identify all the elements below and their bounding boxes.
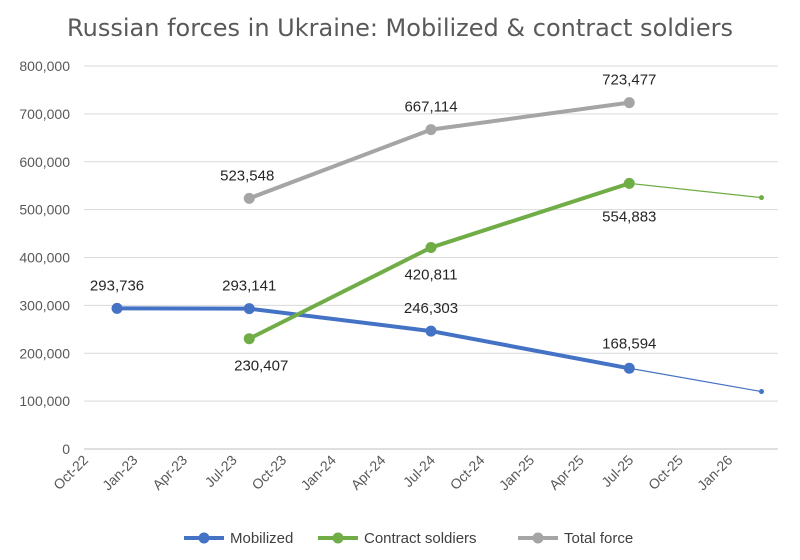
legend-label: Total force — [564, 530, 633, 547]
contract-soldiers-projection-line — [629, 182, 762, 199]
mobilized-point — [243, 303, 255, 315]
x-tick-label: Apr-23 — [149, 452, 190, 493]
y-tick-label: 300,000 — [19, 297, 70, 313]
legend-swatch-marker — [332, 532, 344, 544]
mobilized-data-label: 246,303 — [404, 300, 458, 317]
x-tick-label: Jan-25 — [496, 452, 538, 494]
mobilized-line — [115, 306, 632, 371]
contract-soldiers-projection-point — [758, 195, 764, 201]
contract-soldiers-data-label: 230,407 — [234, 358, 288, 375]
y-tick-label: 700,000 — [19, 106, 70, 122]
contract-soldiers-point — [623, 177, 635, 189]
mobilized-data-label: 293,141 — [222, 278, 276, 295]
total-force-data-label: 523,548 — [220, 167, 274, 184]
y-tick-label: 0 — [62, 441, 70, 457]
total-force-data-label: 667,114 — [404, 99, 457, 116]
total-force-point — [623, 97, 635, 109]
contract-soldiers-data-label: 554,883 — [602, 208, 656, 225]
x-tick-label: Oct-24 — [447, 452, 488, 493]
y-tick-label: 500,000 — [19, 202, 70, 218]
mobilized-projection-point — [758, 389, 764, 395]
legend-swatch-marker — [532, 532, 544, 544]
x-tick-label: Jan-24 — [297, 452, 339, 494]
legend-label: Contract soldiers — [364, 530, 477, 547]
x-tick-label: Jul-25 — [598, 452, 636, 490]
y-tick-label: 200,000 — [19, 345, 70, 361]
legend-swatch-marker — [198, 532, 210, 544]
x-tick-label: Oct-22 — [50, 452, 91, 493]
mobilized-data-label: 168,594 — [602, 335, 656, 352]
x-tick-label: Oct-23 — [248, 452, 289, 493]
y-tick-label: 800,000 — [19, 58, 70, 74]
mobilized-data-label: 293,736 — [90, 277, 144, 294]
x-tick-label: Jan-26 — [694, 452, 736, 494]
chart-title: Russian forces in Ukraine: Mobilized & c… — [67, 14, 733, 42]
x-tick-label: Apr-24 — [348, 452, 389, 493]
x-tick-label: Jul-23 — [202, 452, 240, 490]
contract-soldiers-data-label: 420,811 — [404, 267, 457, 284]
mobilized-projection-line — [629, 367, 762, 393]
total-force-point — [243, 192, 255, 204]
mobilized-point — [111, 302, 123, 314]
y-tick-label: 400,000 — [19, 250, 70, 266]
y-tick-label: 600,000 — [19, 154, 70, 170]
y-tick-label: 100,000 — [19, 393, 70, 409]
legend-label: Mobilized — [230, 530, 293, 547]
mobilized-point — [425, 325, 437, 337]
x-tick-label: Oct-25 — [645, 452, 686, 493]
x-tick-label: Jan-23 — [99, 452, 141, 494]
contract-soldiers-point — [243, 333, 255, 345]
total-force-point — [425, 124, 437, 136]
x-tick-label: Jul-24 — [400, 452, 438, 490]
x-tick-label: Apr-25 — [546, 452, 587, 493]
total-force-line — [247, 100, 632, 201]
mobilized-point — [623, 362, 635, 374]
total-force-data-label: 723,477 — [602, 72, 656, 89]
contract-soldiers-point — [425, 242, 437, 254]
